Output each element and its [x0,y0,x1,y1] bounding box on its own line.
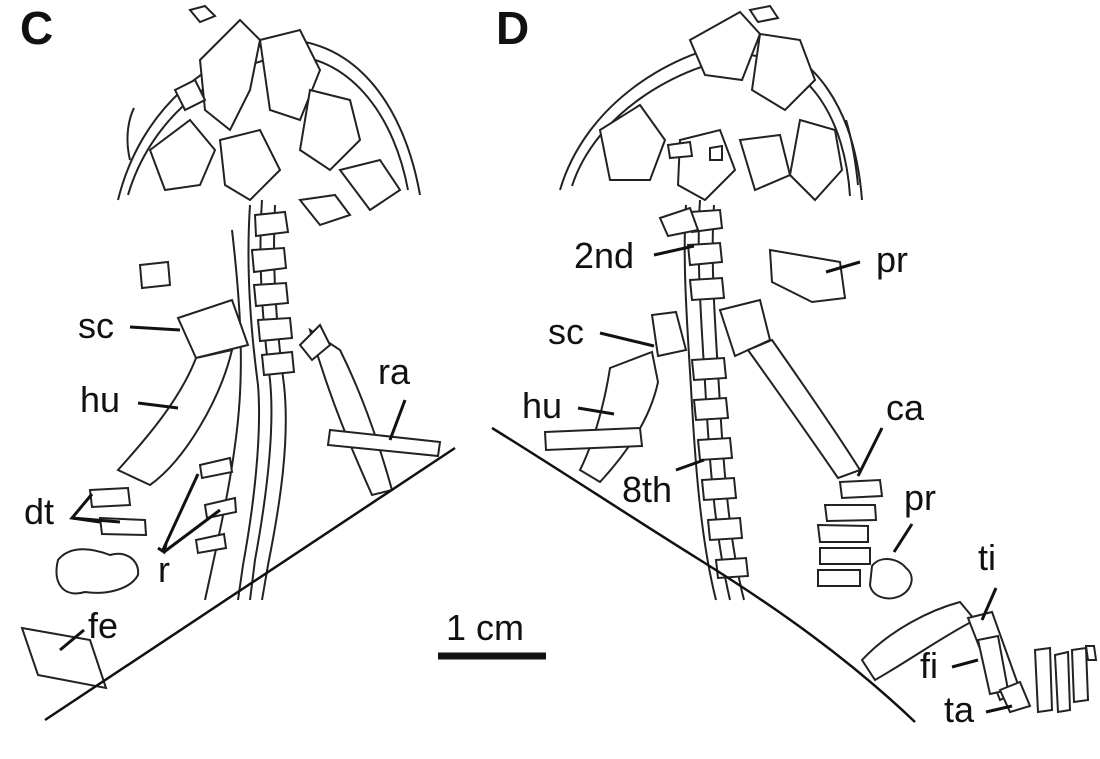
panel-c: C [20,2,456,722]
label-dt: dt [24,491,54,532]
label-fe: fe [88,605,118,646]
panel-d-labels: 2nd pr sc hu ca 8th pr ti fi ta [522,235,1013,730]
label-pr-lower: pr [904,477,936,518]
panel-c-labels: sc hu ra dt r fe [24,305,411,652]
label-ra: ra [378,351,411,392]
label-2nd: 2nd [574,235,634,276]
label-ti: ti [978,537,996,578]
label-fi: fi [920,645,938,686]
label-hu-d: hu [522,385,562,426]
label-sc-d: sc [548,311,584,352]
panel-d-matrix-edge [491,426,916,723]
label-r: r [158,549,170,590]
panel-c-vertebral-column [138,199,296,601]
panel-c-matrix-edge [44,446,456,722]
label-sc: sc [78,305,114,346]
scale-bar: 1 cm [438,607,546,660]
panel-d-letter: D [496,2,529,54]
panel-c-limbs [20,298,442,690]
panel-d-limbs [543,298,1098,714]
label-8th: 8th [622,469,672,510]
panel-d: D [491,2,1098,730]
panel-d-vertebral-column [658,199,847,601]
label-hu: hu [80,379,120,420]
panel-c-skull [117,4,421,227]
panel-c-letter: C [20,2,53,54]
label-ca: ca [886,387,925,428]
label-pr-upper: pr [876,239,908,280]
label-ta: ta [944,689,975,730]
panel-d-skull [559,4,863,202]
scale-bar-label: 1 cm [446,607,524,648]
